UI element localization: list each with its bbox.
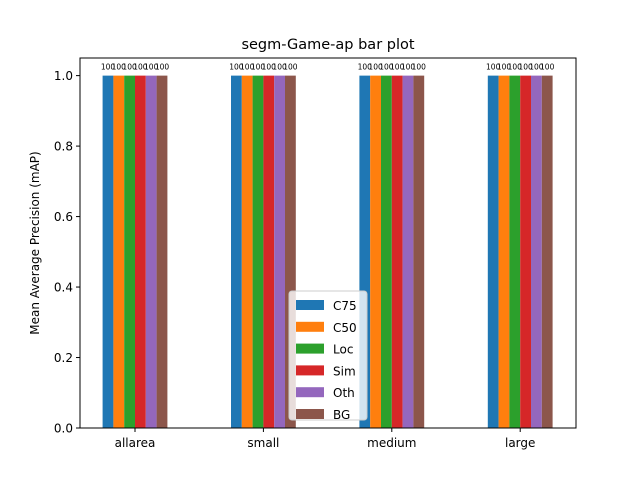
bar-oth-medium — [402, 75, 414, 428]
x-tick-label: large — [505, 436, 535, 450]
legend-label-c50: C50 — [333, 321, 357, 335]
legend: C75 C50 Loc Sim Oth BG — [288, 290, 368, 422]
bar-value-label: 100 — [518, 63, 533, 72]
legend-swatch-oth — [296, 387, 324, 398]
y-tick-label: 0.0 — [54, 421, 73, 435]
legend-label-sim: Sim — [333, 364, 356, 378]
bar-value-label: 100 — [529, 63, 544, 72]
bar-value-label: 100 — [379, 63, 394, 72]
bar-sim-allarea — [135, 75, 146, 428]
bar-sim-medium — [391, 75, 403, 428]
y-axis: 0.0 0.2 0.4 0.6 0.8 1.0 — [54, 69, 80, 435]
legend-label-c75: C75 — [333, 299, 357, 313]
y-tick-label: 0.2 — [54, 351, 73, 365]
legend-swatch-c75 — [296, 300, 324, 310]
bar-value-label: 100 — [358, 63, 373, 72]
bar-c75-allarea — [102, 75, 114, 428]
legend-swatch-sim — [296, 365, 324, 376]
legend-swatch-loc — [296, 343, 324, 354]
bar-value-label: 100 — [497, 63, 512, 72]
bar-bg-medium — [413, 75, 425, 428]
bar-loc-small — [252, 75, 264, 428]
bar-value-label: 100 — [401, 63, 416, 72]
bar-value-label: 100 — [368, 63, 383, 72]
bars-group — [102, 75, 553, 428]
bar-bg-small — [285, 75, 296, 428]
bar-value-label: 100 — [112, 63, 127, 72]
bar-value-label: 100 — [390, 63, 405, 72]
bar-sim-small — [263, 75, 275, 428]
bar-loc-large — [509, 75, 521, 428]
bar-c50-large — [498, 75, 510, 428]
bar-value-label: 100 — [155, 63, 170, 72]
plot-frame — [79, 57, 577, 429]
bar-loc-medium — [381, 75, 392, 428]
y-tick-label: 1.0 — [54, 69, 73, 83]
bar-value-label: 100 — [272, 63, 287, 72]
bar-oth-small — [274, 75, 285, 428]
bar-value-label: 100 — [262, 63, 277, 72]
bar-value-label: 100 — [283, 63, 298, 72]
bar-value-label: 100 — [240, 63, 255, 72]
bar-sim-large — [520, 75, 531, 428]
bar-value-label: 100 — [412, 63, 427, 72]
y-tick-label: 0.4 — [54, 280, 73, 294]
legend-label-bg: BG — [333, 408, 350, 422]
bar-c75-medium — [359, 75, 371, 428]
x-tick-label: allarea — [115, 436, 156, 450]
bar-value-label: 100 — [122, 63, 137, 72]
bar-c75-large — [487, 75, 499, 428]
bar-value-label: 100 — [101, 63, 116, 72]
bar-c75-small — [231, 75, 242, 428]
bar-value-label: 100 — [508, 63, 523, 72]
legend-label-loc: Loc — [333, 343, 353, 357]
bar-c50-allarea — [113, 75, 125, 428]
bar-c50-small — [241, 75, 253, 428]
bar-bg-large — [541, 75, 553, 428]
bar-value-label: 100 — [486, 63, 501, 72]
bar-value-label: 100 — [251, 63, 266, 72]
legend-swatch-bg — [296, 409, 324, 419]
bar-loc-allarea — [124, 75, 135, 428]
bar-value-label: 100 — [144, 63, 159, 72]
bar-oth-large — [531, 75, 542, 428]
bar-value-label: 100 — [229, 63, 244, 72]
bar-oth-allarea — [145, 75, 157, 428]
legend-swatch-c50 — [296, 321, 324, 332]
y-tick-label: 0.8 — [54, 139, 73, 153]
x-tick-label: medium — [367, 436, 416, 450]
legend-label-oth: Oth — [333, 386, 355, 400]
bar-c50-medium — [370, 75, 381, 428]
bar-value-label: 100 — [540, 63, 555, 72]
chart-title: segm-Game-ap bar plot — [241, 37, 414, 53]
bar-value-label: 100 — [133, 63, 148, 72]
x-axis: allarea small medium large — [115, 428, 535, 450]
x-tick-label: small — [247, 436, 279, 450]
y-axis-label: Mean Average Precision (mAP) — [28, 151, 42, 334]
bar-bg-allarea — [156, 75, 168, 428]
y-tick-label: 0.6 — [54, 210, 73, 224]
